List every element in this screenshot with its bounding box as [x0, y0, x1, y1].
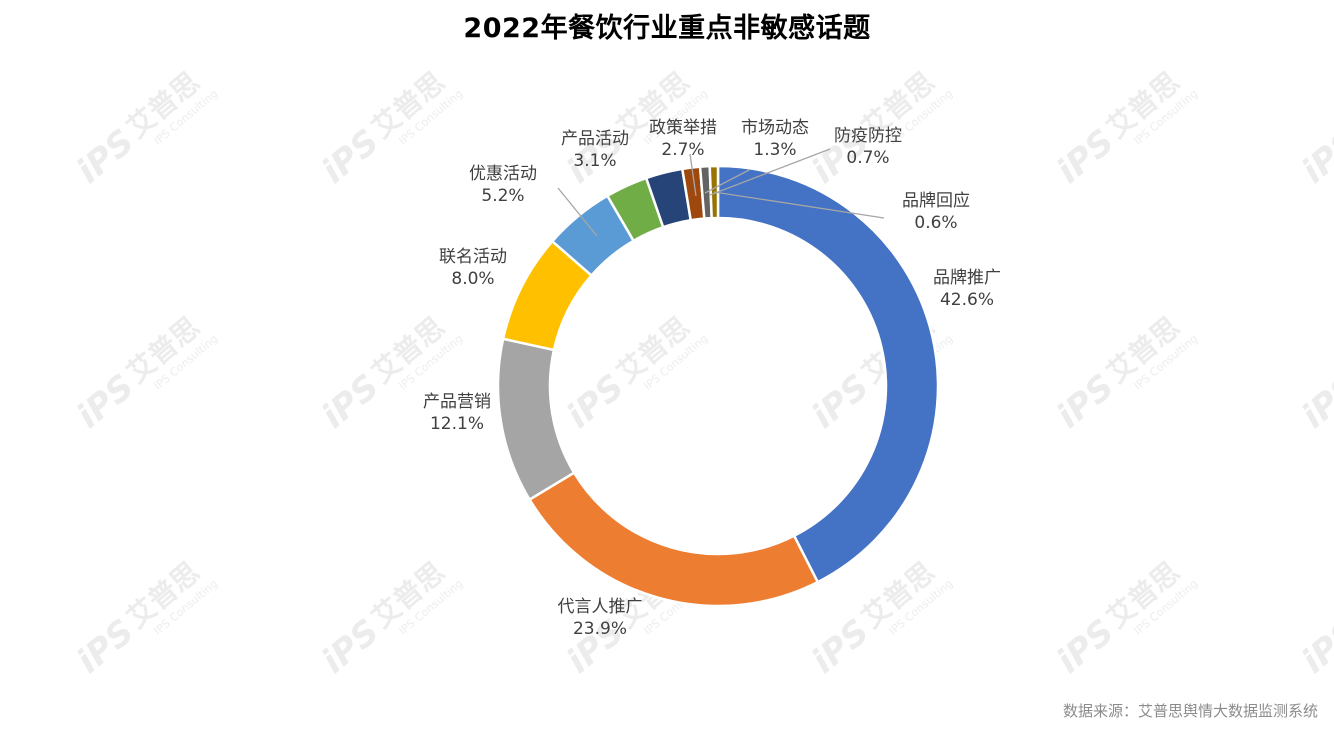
slice-label-name: 防疫防控 [834, 126, 902, 146]
leader-line-9 [713, 191, 885, 219]
leader-layer [557, 148, 885, 237]
slice-label-value: 12.1% [430, 414, 484, 434]
source-note: 数据来源：艾普思舆情大数据监测系统 [1062, 702, 1318, 720]
leader-line-8 [709, 148, 831, 196]
watermark-logo: iPS [1294, 612, 1334, 682]
leader-line-4 [557, 187, 598, 237]
slice-label-name: 代言人推广 [558, 597, 643, 617]
slice-label-value: 5.2% [481, 186, 524, 206]
slice-label-value: 2.7% [661, 140, 704, 160]
watermark-logo: iPS [1294, 122, 1334, 192]
slice-layer [496, 164, 940, 608]
slice-label-name: 产品活动 [561, 129, 629, 149]
slice-label-name: 优惠活动 [469, 164, 537, 184]
leader-line-7 [704, 169, 750, 194]
slice-label-name: 联名活动 [439, 247, 507, 267]
slice-0 [716, 164, 940, 584]
slice-2 [496, 337, 576, 502]
slice-label-value: 0.7% [846, 148, 889, 168]
slice-label-name: 产品营销 [423, 392, 491, 412]
slice-label-name: 品牌推广 [933, 268, 1001, 288]
slice-label-value: 3.1% [573, 151, 616, 171]
slice-label-value: 0.6% [914, 213, 957, 233]
slice-9 [708, 164, 720, 220]
leader-line-6 [689, 153, 697, 197]
slice-1 [527, 471, 820, 608]
slice-label-value: 23.9% [573, 619, 627, 639]
slice-label-value: 8.0% [451, 269, 494, 289]
slice-label-name: 政策举措 [649, 118, 717, 138]
slice-label-value: 1.3% [753, 140, 796, 160]
watermark-logo: iPS [1294, 367, 1334, 437]
slice-label-name: 品牌回应 [902, 191, 970, 211]
slice-label-value: 42.6% [940, 290, 994, 310]
chart-title: 2022年餐饮行业重点非敏感话题 [463, 13, 871, 44]
slice-label-name: 市场动态 [741, 118, 809, 138]
